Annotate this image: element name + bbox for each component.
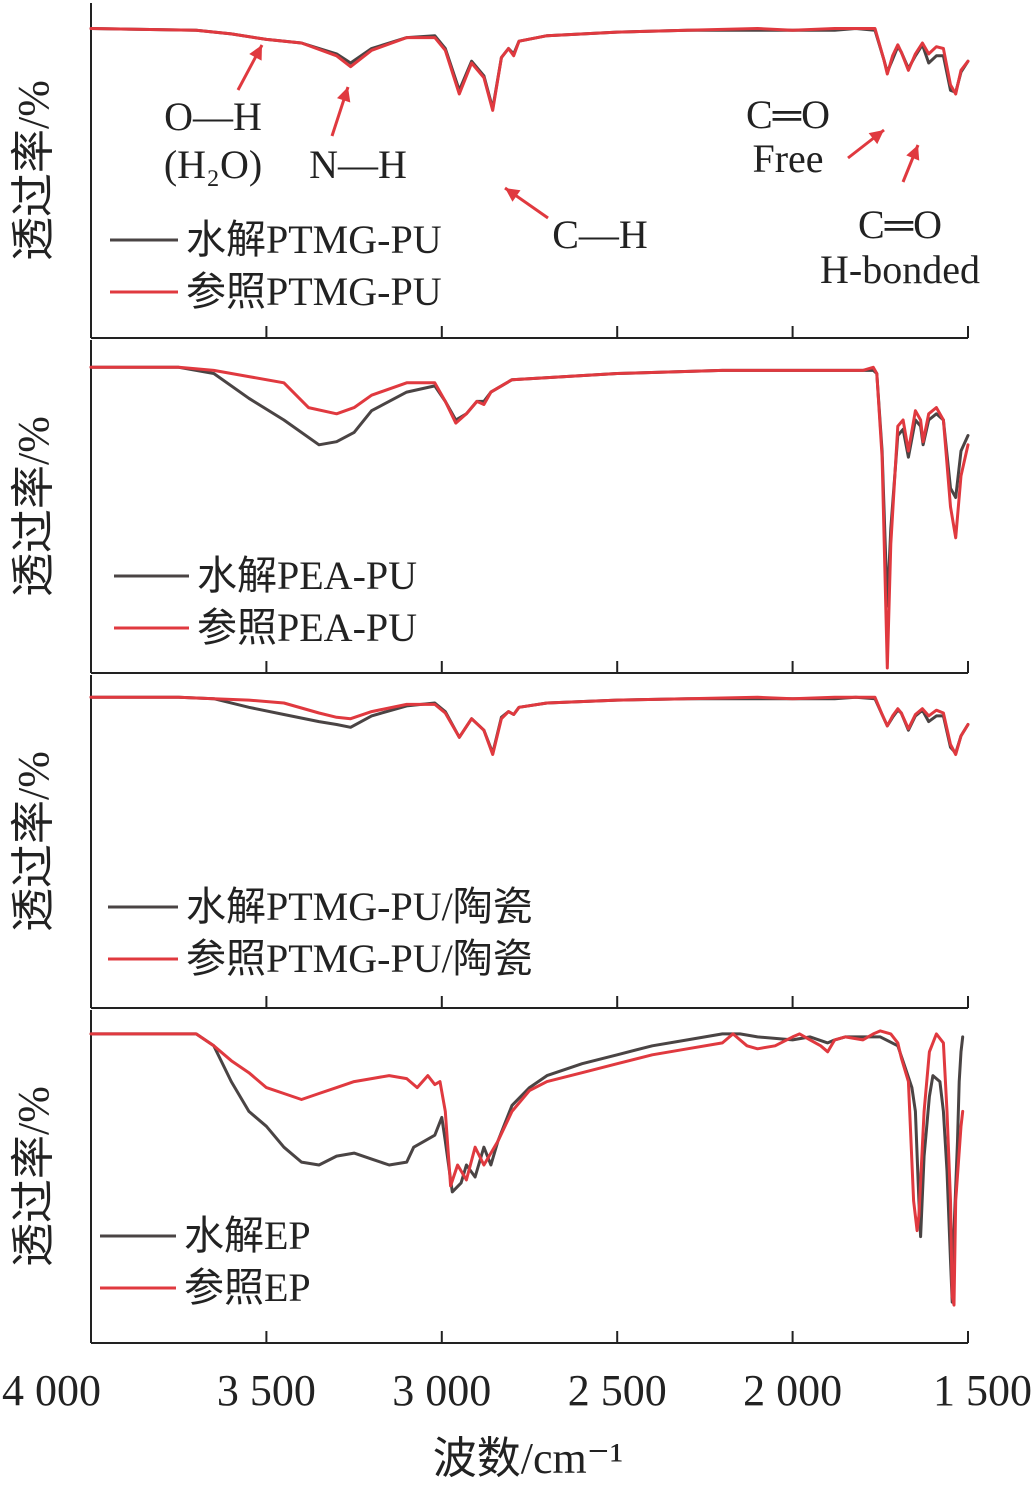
series-line-reference bbox=[89, 365, 970, 670]
legend-label: 水解PTMG-PU/陶瓷 bbox=[186, 884, 533, 929]
x-tick-label: 1 500 bbox=[933, 1366, 1032, 1415]
legend-label: 参照PEA-PU bbox=[197, 605, 417, 650]
annotation-sublabel: (H₂O) bbox=[164, 142, 262, 187]
legend-label: 水解PTMG-PU bbox=[186, 217, 442, 262]
annotation-sublabel: H-bonded bbox=[820, 247, 980, 292]
x-tick-label: 3 500 bbox=[217, 1366, 316, 1415]
legend-label: 参照PTMG-PU/陶瓷 bbox=[186, 936, 533, 981]
x-tick-label: 2 000 bbox=[743, 1366, 842, 1415]
annotation-arrowhead bbox=[505, 188, 521, 202]
y-axis-label: 透过率/% bbox=[9, 1086, 58, 1267]
annotation-label: O—H bbox=[164, 94, 262, 139]
series-line-reference bbox=[89, 27, 970, 112]
x-tick-label: 2 500 bbox=[568, 1366, 667, 1415]
panel-2: 透过率/% 水解PEA-PU 参照PEA-PU bbox=[9, 340, 970, 674]
y-axis-label: 透过率/% bbox=[9, 80, 58, 261]
annotation-arrowhead bbox=[337, 87, 351, 103]
panels-group: 透过率/% 水解PTMG-PU 参照PTMG-PU O—H(H₂O) N—H C—H C═O… bbox=[9, 3, 980, 1344]
panel-1: 透过率/% 水解PTMG-PU 参照PTMG-PU O—H(H₂O) N—H C—H C═O… bbox=[9, 3, 980, 339]
shared-x-axis: 波数/cm⁻¹ 4 000 3 500 3 000 2 500 2 000 1 500 bbox=[2, 1366, 1032, 1483]
series-line-reference bbox=[89, 695, 970, 756]
annotation-arrowhead bbox=[249, 45, 262, 61]
annotation-label: N—H bbox=[309, 142, 407, 187]
y-axis-label: 透过率/% bbox=[9, 416, 58, 597]
series-line-reference bbox=[89, 1029, 965, 1307]
legend-label: 水解PEA-PU bbox=[197, 553, 417, 598]
annotation-label: C═O bbox=[746, 92, 830, 137]
x-tick-label: 3 000 bbox=[392, 1366, 491, 1415]
panel-4: 透过率/% 水解EP 参照EP bbox=[9, 1010, 969, 1344]
legend-label: 水解EP bbox=[184, 1213, 311, 1258]
x-axis-label: 波数/cm⁻¹ bbox=[433, 1434, 623, 1483]
legend-label: 参照EP bbox=[184, 1265, 311, 1310]
annotation-arrowhead bbox=[906, 145, 920, 161]
legend-label: 参照PTMG-PU bbox=[186, 269, 442, 314]
x-tick-label: 4 000 bbox=[2, 1366, 101, 1415]
annotation-label: C═O bbox=[858, 202, 942, 247]
annotation-sublabel: Free bbox=[752, 136, 823, 181]
y-axis-label: 透过率/% bbox=[9, 751, 58, 932]
annotation-label: C—H bbox=[552, 212, 648, 257]
series-line-hydrolyzed bbox=[89, 1032, 965, 1304]
annotation-arrowhead bbox=[868, 130, 884, 145]
